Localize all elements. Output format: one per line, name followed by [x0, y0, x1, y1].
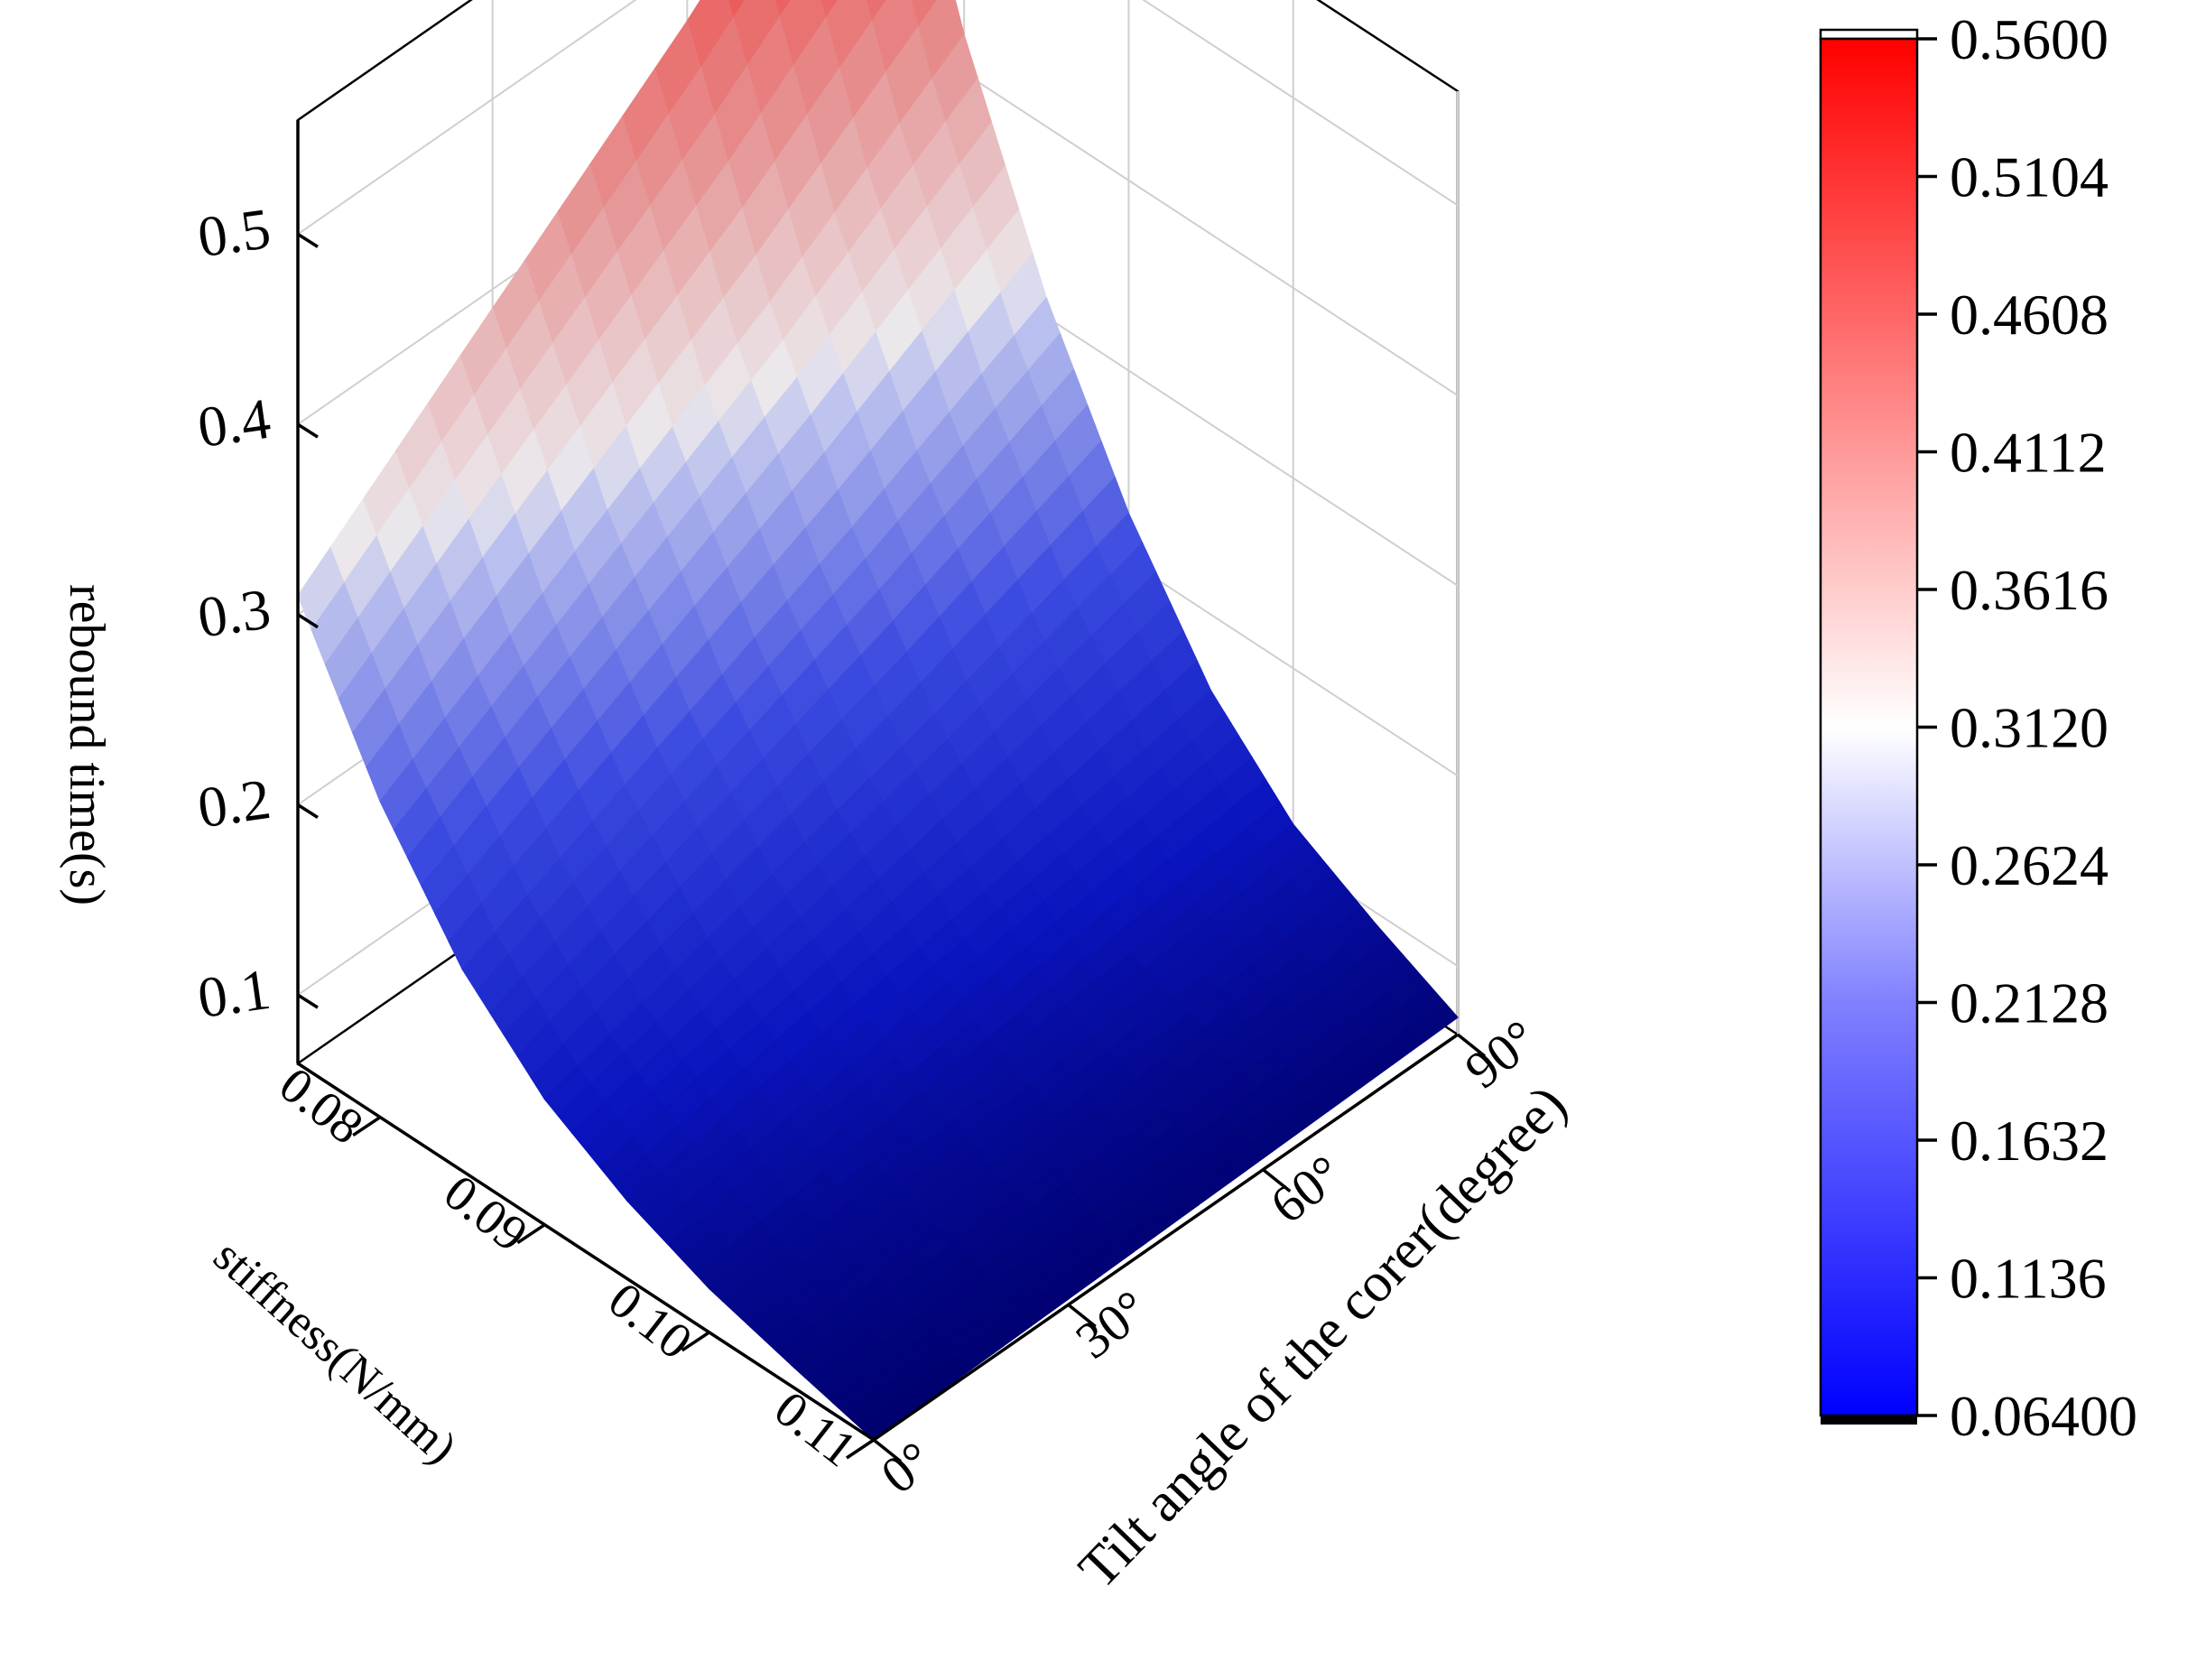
angle-tick-label: 0° [870, 1430, 943, 1505]
surface-plot [297, 0, 1459, 1441]
colorbar-tick-label: 0.5600 [1950, 7, 2109, 71]
colorbar-tick-label: 0.4112 [1950, 421, 2107, 485]
z-tick-label: 0.3 [194, 576, 274, 649]
stiffness-tick-label: 0.09 [433, 1165, 537, 1263]
stiffness-tick-label: 0.08 [269, 1057, 373, 1156]
colorbar-tick-label: 0.06400 [1950, 1384, 2137, 1448]
z-tick-label: 0.2 [194, 766, 274, 840]
colorbar-tick-label: 0.2624 [1950, 833, 2109, 897]
colorbar: 0.5600 0.5104 0.4608 0.4112 0.3616 0.3120 0.26… [1819, 7, 2137, 1448]
colorbar-tick-label: 0.4608 [1950, 283, 2109, 347]
z-tick [297, 993, 319, 1009]
angle-axis-line [873, 1033, 1459, 1442]
colorbar-tick-label: 0.1136 [1950, 1247, 2107, 1311]
angle-tick-label: 60° [1259, 1144, 1353, 1235]
colorbar-top-cap [1819, 28, 1919, 41]
z-tick [297, 803, 319, 819]
colorbar-bottom-cap [1821, 1415, 1917, 1425]
z-tick-label: 0.1 [194, 957, 274, 1030]
angle-tick [1262, 1168, 1292, 1193]
colorbar-tick-label: 0.3120 [1950, 696, 2109, 760]
stiffness-tick-label: 0.10 [598, 1272, 701, 1370]
angle-tick-label: 30° [1065, 1278, 1159, 1369]
stiffness-tick [846, 1438, 875, 1460]
stiffness-axis-line [297, 1062, 875, 1442]
stiffness-tick [516, 1223, 546, 1245]
stiffness-tick [352, 1116, 382, 1137]
colorbar-tick-label: 0.2128 [1950, 971, 2109, 1035]
x-axis-label: stiffness(N/mm) [204, 1230, 467, 1474]
angle-tick [872, 1438, 903, 1463]
colorbar-tick-label: 0.1632 [1950, 1109, 2109, 1173]
colorbar-gradient [1819, 37, 1919, 1417]
z-tick [297, 422, 319, 439]
stiffness-tick [681, 1331, 710, 1352]
angle-tick [1067, 1303, 1097, 1328]
z-tick-label: 0.5 [194, 196, 274, 269]
z-tick-label: 0.4 [194, 386, 274, 459]
z-axis-label: rebound time(s) [59, 584, 115, 905]
z-tick [297, 232, 319, 248]
colorbar-tick-label: 0.3616 [1950, 558, 2109, 622]
angle-tick [1456, 1033, 1487, 1058]
colorbar-tick-label: 0.5104 [1950, 145, 2109, 209]
z-tick [297, 613, 319, 629]
